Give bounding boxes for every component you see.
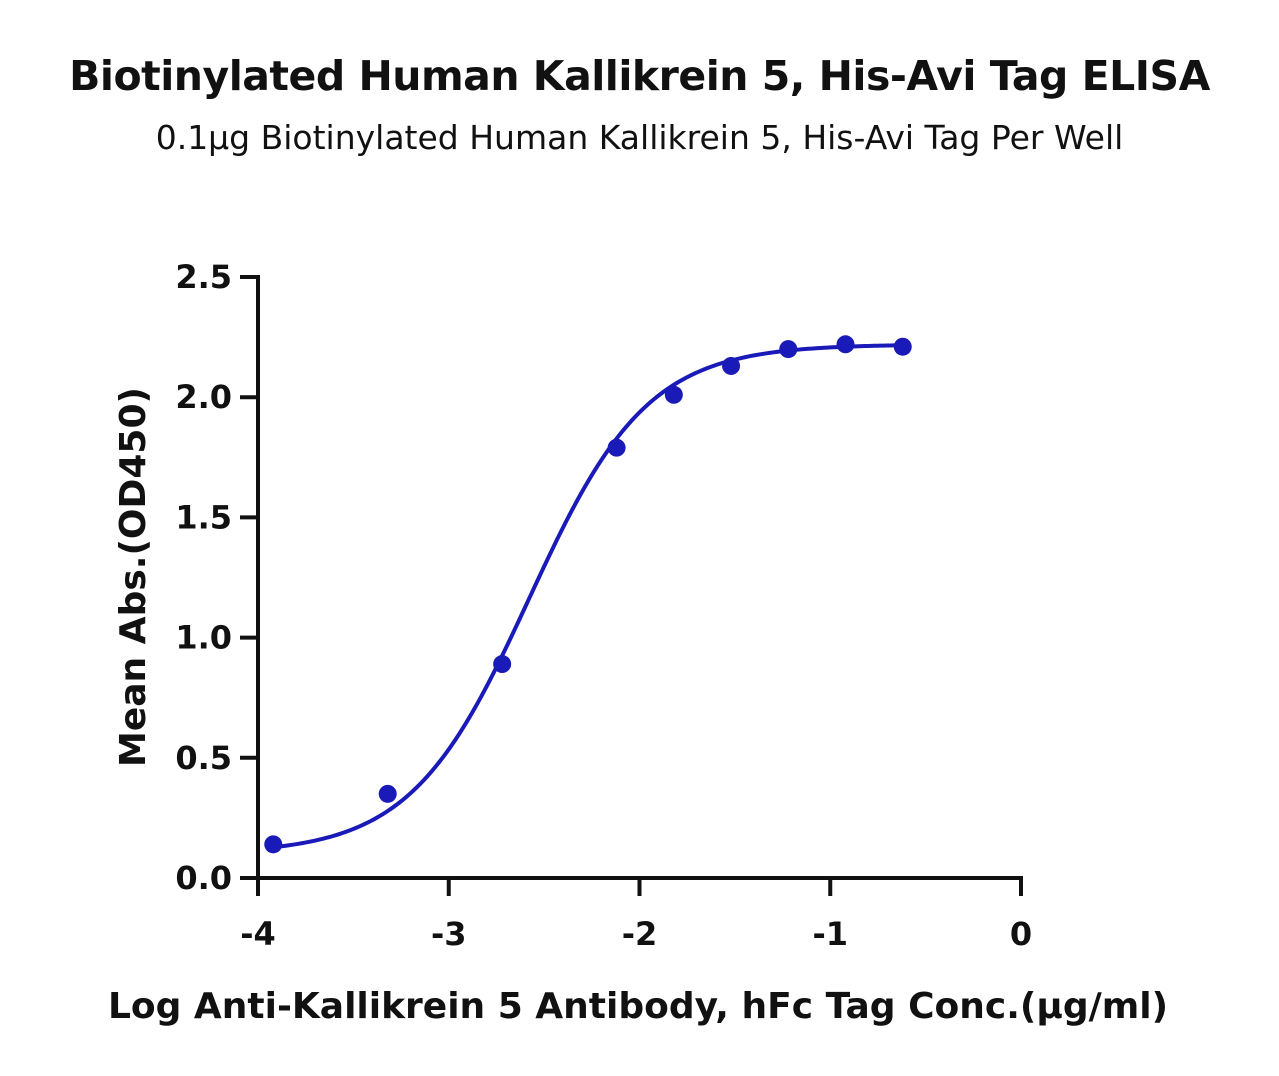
x-axis-title: Log Anti-Kallikrein 5 Antibody, hFc Tag … xyxy=(108,986,1168,1027)
y-tick-label: 2.5 xyxy=(175,258,232,296)
x-tick-label: 0 xyxy=(1010,915,1032,953)
data-points-layer xyxy=(264,335,912,854)
x-tick-label: -1 xyxy=(812,915,848,953)
axes: 0.0 0.5 1.0 1.5 2.0 2.5 -4 -3 -2 -1 0 xyxy=(175,258,1032,953)
data-point xyxy=(493,655,512,674)
data-point xyxy=(836,335,855,354)
x-tick-label: -2 xyxy=(622,915,658,953)
data-point xyxy=(378,784,397,803)
y-tick-label: 0.0 xyxy=(175,859,232,897)
data-point xyxy=(264,835,283,854)
data-point xyxy=(893,337,912,356)
chart-title: Biotinylated Human Kallikrein 5, His-Avi… xyxy=(69,52,1210,100)
y-tick-label: 2.0 xyxy=(175,378,232,416)
y-tick-label: 1.5 xyxy=(175,498,232,536)
y-tick-label: 0.5 xyxy=(175,739,232,777)
x-tick-label: -4 xyxy=(240,915,276,953)
data-point xyxy=(722,356,741,375)
fit-curve xyxy=(273,343,903,850)
data-point xyxy=(607,438,626,457)
y-tick-label: 1.0 xyxy=(175,619,232,657)
data-point xyxy=(664,385,683,404)
chart-subtitle: 0.1μg Biotinylated Human Kallikrein 5, H… xyxy=(155,118,1124,157)
x-tick-label: -3 xyxy=(431,915,467,953)
y-axis-title: Mean Abs.(OD450) xyxy=(113,387,154,767)
fit-curve-layer xyxy=(273,343,903,850)
data-point xyxy=(779,340,798,359)
